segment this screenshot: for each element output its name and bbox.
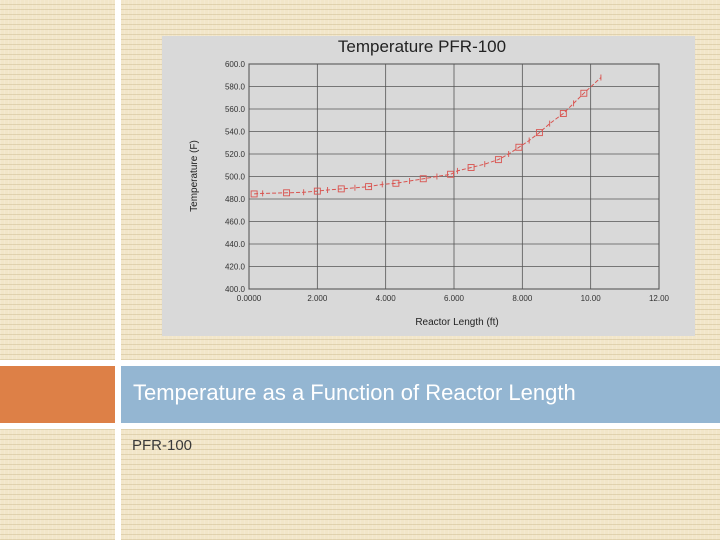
data-point-marker [467, 164, 475, 171]
temperature-series-line [254, 77, 602, 195]
data-point-marker [250, 190, 258, 198]
data-point-marker [313, 187, 321, 195]
data-point-marker [580, 89, 588, 97]
data-point-marker [419, 175, 427, 183]
data-point-marker [447, 170, 455, 178]
data-point-marker [365, 183, 373, 191]
data-point-marker [392, 179, 400, 187]
x-tick-label: 0.0000 [237, 294, 262, 303]
x-tick-label: 2.000 [307, 294, 328, 303]
x-tick-label: 4.000 [376, 294, 397, 303]
slide-title: Temperature as a Function of Reactor Len… [133, 380, 576, 405]
y-tick-label: 560.0 [225, 105, 246, 114]
series-group [250, 74, 602, 198]
accent-block [0, 366, 115, 423]
y-tick-label: 400.0 [225, 285, 246, 294]
y-tick-label: 440.0 [225, 240, 246, 249]
data-point-marker [535, 129, 543, 137]
x-tick-label: 6.000 [444, 294, 465, 303]
y-tick-label: 500.0 [225, 173, 246, 182]
y-tick-label: 460.0 [225, 218, 246, 227]
y-tick-label: 420.0 [225, 263, 246, 272]
y-tick-label: 520.0 [225, 150, 246, 159]
data-point-marker [337, 185, 345, 193]
data-point-marker [283, 189, 291, 197]
slide-subtitle: PFR-100 [132, 437, 193, 454]
x-tick-label: 12.00 [649, 294, 670, 303]
data-point-marker [515, 143, 523, 151]
title-bar [121, 366, 720, 423]
x-tick-label: 8.000 [512, 294, 533, 303]
tick-labels: 0.0000 2.000 4.000 6.000 8.000 10.00 12.00 400.… [225, 60, 670, 303]
y-tick-label: 540.0 [225, 128, 246, 137]
divider-horizontal-bottom [0, 423, 720, 429]
y-tick-label: 480.0 [225, 195, 246, 204]
y-tick-label: 600.0 [225, 60, 246, 69]
data-point-marker [559, 110, 567, 117]
data-point-marker [494, 156, 502, 164]
temperature-chart: 0.0000 2.000 4.000 6.000 8.000 10.00 12.00 400.… [189, 37, 670, 328]
divider-horizontal-top [0, 360, 720, 366]
y-axis-label: Temperature (F) [189, 140, 200, 212]
x-axis-label: Reactor Length (ft) [415, 317, 498, 328]
chart-panel: 0.0000 2.000 4.000 6.000 8.000 10.00 12.00 400.… [162, 36, 695, 336]
y-tick-label: 580.0 [225, 83, 246, 92]
chart-title: Temperature PFR-100 [338, 37, 506, 56]
x-tick-label: 10.00 [581, 294, 602, 303]
divider-vertical [115, 0, 121, 540]
